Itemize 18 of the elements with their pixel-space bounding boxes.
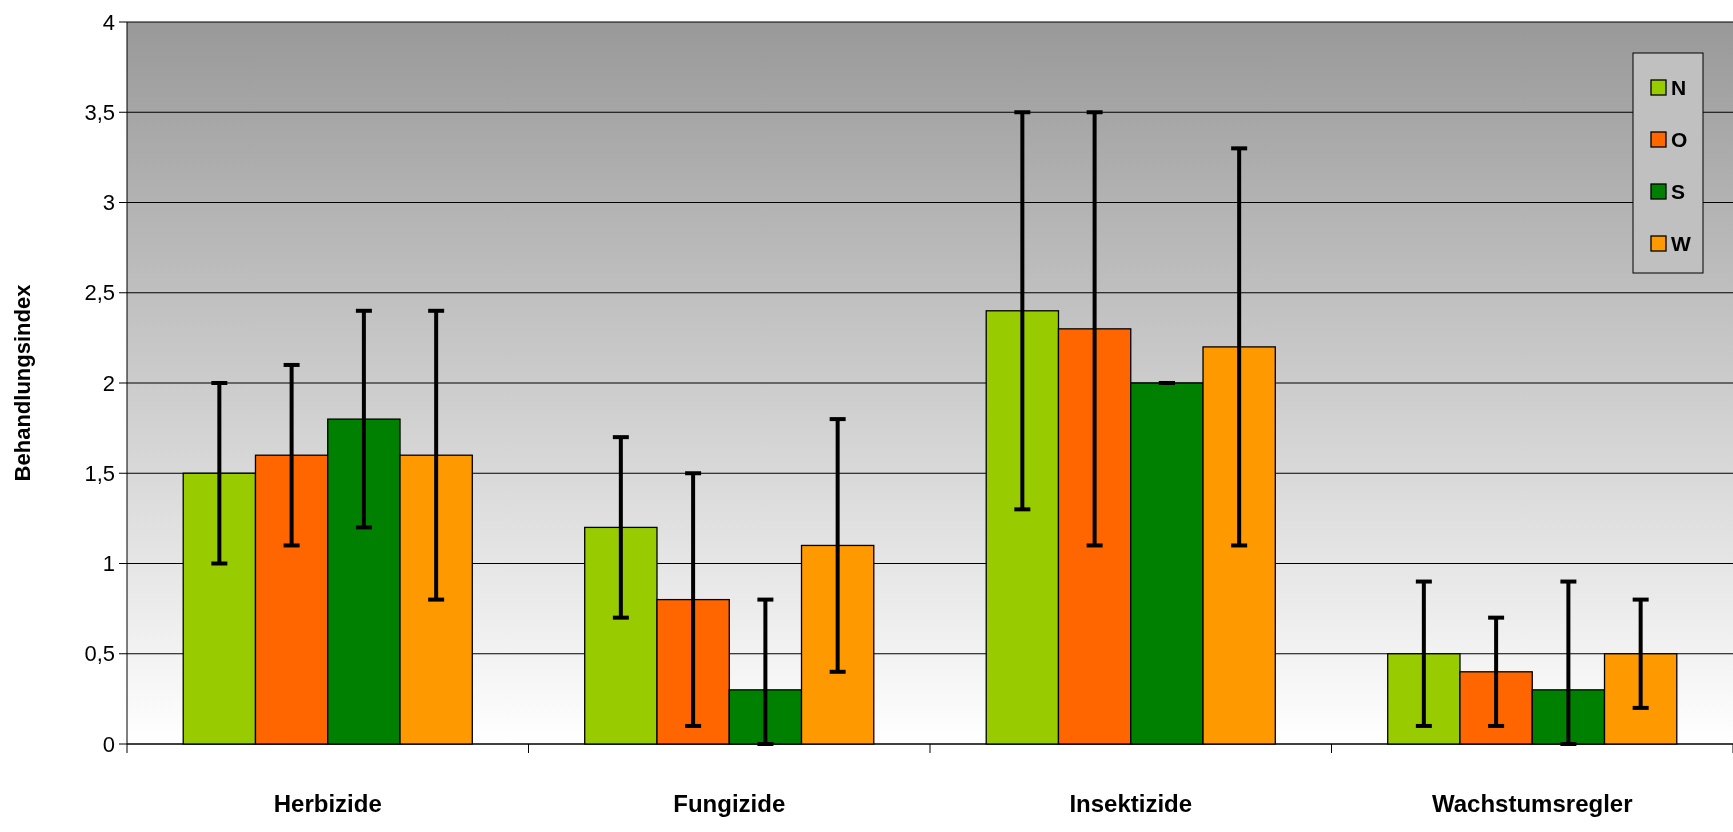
x-tick-label: Insektizide <box>1069 790 1193 817</box>
y-tick-label: 1,5 <box>84 460 115 486</box>
y-tick-label: 2 <box>102 370 115 396</box>
x-tick-label: Wachstumsregler <box>1431 790 1633 817</box>
legend-label: N <box>1671 76 1687 100</box>
y-tick-label: 2,5 <box>84 280 115 306</box>
x-tick-label: Fungizide <box>673 790 786 817</box>
y-tick-label: 0 <box>102 731 115 757</box>
y-tick-label: 3,5 <box>84 99 115 125</box>
legend-label: W <box>1671 232 1691 256</box>
legend-label: O <box>1671 128 1688 152</box>
y-tick-label: 1 <box>102 551 115 577</box>
legend-label: S <box>1671 180 1686 204</box>
y-tick-label: 0,5 <box>84 641 115 667</box>
y-axis-title: Behandlungsindex <box>10 283 35 482</box>
x-tick-label: Herbizide <box>273 790 382 817</box>
y-tick-label: 3 <box>102 190 115 216</box>
y-tick-label: 4 <box>102 9 115 35</box>
